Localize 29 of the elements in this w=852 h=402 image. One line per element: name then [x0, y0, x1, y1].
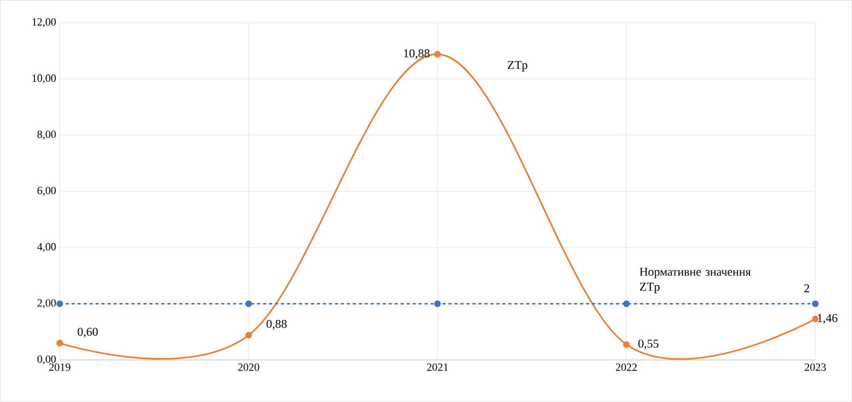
point [56, 340, 64, 347]
data-label: 0,60 [78, 328, 98, 338]
x-tick-label: 2022 [616, 364, 637, 372]
point [434, 300, 441, 308]
data-label: 0,55 [638, 340, 658, 350]
data-label: 10,88 [404, 49, 430, 60]
point [623, 300, 630, 308]
text: ZTp [508, 61, 528, 72]
y-tick-label: 0,00 [37, 356, 56, 365]
x-tick-label: 2023 [804, 364, 826, 372]
y-tick-label: 4,00 [37, 243, 56, 252]
x-tick-label: 2020 [238, 364, 260, 372]
x-tick-label: 2019 [49, 364, 70, 372]
series-label: Нормативне значення ZTp [640, 268, 751, 294]
y-tick-label: 12,00 [32, 18, 56, 28]
point [623, 341, 630, 348]
point [812, 300, 819, 308]
point [434, 51, 441, 58]
y-tick-label: 6,00 [38, 186, 56, 196]
point [56, 300, 64, 308]
y-tick-label: 8,00 [37, 130, 56, 140]
x-tick-label: 2021 [427, 364, 448, 372]
data-label: 1,46 [818, 314, 838, 324]
y-tick-label: 2,00 [38, 299, 56, 308]
point [245, 332, 252, 339]
data-label: 0,88 [266, 320, 287, 330]
y-tick-label: 10,00 [32, 74, 56, 84]
point [245, 300, 252, 308]
data-label: 2 [804, 284, 810, 292]
